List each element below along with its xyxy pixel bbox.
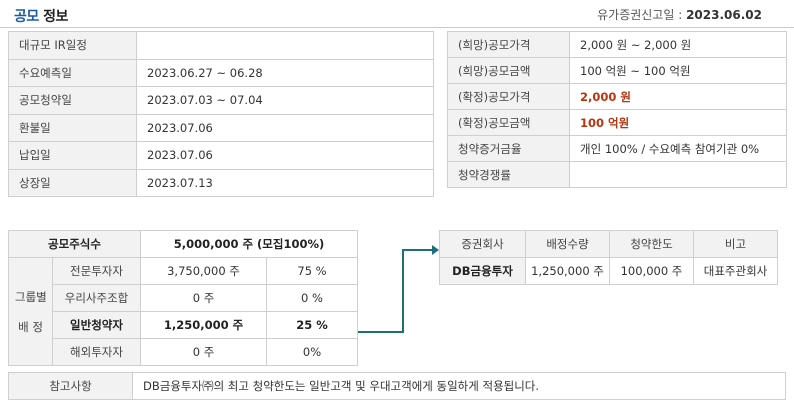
schedule-label: 납입일 bbox=[8, 141, 137, 170]
schedule-table: 대규모 IR일정 수요예측일 2023.06.27 ~ 06.28 공모청약일 … bbox=[8, 31, 434, 197]
table-row: 청약경쟁률 bbox=[447, 161, 787, 188]
connector-arrowhead bbox=[432, 245, 439, 255]
table-row: 환불일 2023.07.06 bbox=[8, 113, 434, 142]
table-row: 상장일 2023.07.13 bbox=[8, 168, 434, 197]
schedule-value: 2023.07.06 bbox=[136, 113, 434, 142]
total-shares-value: 5,000,000 주 (모집100%) bbox=[140, 230, 358, 258]
pricing-value: 2,000 원 ~ 2,000 원 bbox=[569, 31, 787, 58]
schedule-label: 환불일 bbox=[8, 113, 137, 142]
table-row: 그룹별 배 정 전문투자자 3,750,000 주 75 % bbox=[8, 257, 358, 366]
table-row: 수요예측일 2023.06.27 ~ 06.28 bbox=[8, 58, 434, 87]
total-shares-label: 공모주식수 bbox=[8, 230, 141, 258]
table-row: 청약증거금율 개인 100% / 수요예측 참여기관 0% bbox=[447, 135, 787, 162]
connector-line bbox=[358, 249, 432, 333]
group-allocation-label: 그룹별 배 정 bbox=[8, 257, 53, 366]
table-row: 공모주식수 5,000,000 주 (모집100%) bbox=[8, 230, 358, 258]
table-row: 공모청약일 2023.07.03 ~ 07.04 bbox=[8, 86, 434, 115]
confirmed-amount-value: 100 억원 bbox=[569, 109, 787, 136]
table-row: 대규모 IR일정 bbox=[8, 31, 434, 60]
group-allocation-line1: 그룹별 bbox=[15, 289, 47, 304]
column-header: 비고 bbox=[693, 230, 778, 258]
pricing-label: (희망)공모가격 bbox=[447, 31, 570, 58]
page-title-accent: 공모 bbox=[14, 9, 39, 25]
report-date-value: 2023.06.02 bbox=[686, 8, 762, 22]
schedule-label: 수요예측일 bbox=[8, 58, 137, 87]
schedule-label: 대규모 IR일정 bbox=[8, 31, 137, 60]
allocated-shares: 0 주 bbox=[140, 284, 267, 312]
allocation-percent: 0 % bbox=[266, 284, 358, 312]
pricing-table: (희망)공모가격 2,000 원 ~ 2,000 원 (희망)공모금액 100 … bbox=[447, 31, 787, 188]
investor-category: 해외투자자 bbox=[52, 338, 141, 366]
note-text: DB금융투자㈜의 최고 청약한도는 일반고객 및 우대고객에게 동일하게 적용됩… bbox=[132, 372, 786, 400]
schedule-value: 2023.07.06 bbox=[136, 141, 434, 170]
pricing-label: (확정)공모금액 bbox=[447, 109, 570, 136]
pricing-label: 청약증거금율 bbox=[447, 135, 570, 162]
pricing-label: (희망)공모금액 bbox=[447, 57, 570, 84]
allocation-percent: 0% bbox=[266, 338, 358, 366]
share-allocation-table: 공모주식수 5,000,000 주 (모집100%) 그룹별 배 정 전문투자자… bbox=[8, 230, 358, 366]
table-row: (확정)공모금액 100 억원 bbox=[447, 109, 787, 136]
page-title-rest: 정보 bbox=[43, 9, 68, 25]
underwriter-allocation: 1,250,000 주 bbox=[525, 257, 610, 285]
schedule-label: 공모청약일 bbox=[8, 86, 137, 115]
connector-arrow bbox=[358, 245, 439, 333]
investor-category: 전문투자자 bbox=[52, 257, 141, 285]
group-allocation-line2: 배 정 bbox=[18, 319, 43, 334]
investor-category: 우리사주조합 bbox=[52, 284, 141, 312]
allocated-shares: 3,750,000 주 bbox=[140, 257, 267, 285]
allocated-shares: 0 주 bbox=[140, 338, 267, 366]
table-row: (희망)공모가격 2,000 원 ~ 2,000 원 bbox=[447, 31, 787, 58]
schedule-label: 상장일 bbox=[8, 168, 137, 197]
investor-category: 일반청약자 bbox=[52, 311, 141, 339]
column-header: 청약한도 bbox=[609, 230, 694, 258]
table-row: DB금융투자 1,250,000 주 100,000 주 대표주관회사 bbox=[439, 257, 778, 285]
table-header-row: 증권회사 배정수량 청약한도 비고 bbox=[439, 230, 778, 258]
page-title: 공모 정보 bbox=[14, 6, 68, 26]
underwriter-company: DB금융투자 bbox=[439, 257, 526, 285]
pricing-value: 100 억원 ~ 100 억원 bbox=[569, 57, 787, 84]
table-row: 참고사항 DB금융투자㈜의 최고 청약한도는 일반고객 및 우대고객에게 동일하… bbox=[8, 372, 786, 400]
report-date: 유가증권신고일 : 2023.06.02 bbox=[597, 6, 762, 23]
report-date-label: 유가증권신고일 : bbox=[597, 8, 683, 22]
note-label: 참고사항 bbox=[8, 372, 133, 400]
table-row: 우리사주조합 0 주 0 % bbox=[9, 284, 358, 312]
underwriter-limit: 100,000 주 bbox=[609, 257, 694, 285]
pricing-label: (확정)공모가격 bbox=[447, 83, 570, 110]
schedule-value: 2023.07.13 bbox=[136, 168, 434, 197]
underwriter-note: 대표주관회사 bbox=[693, 257, 778, 285]
confirmed-price-value: 2,000 원 bbox=[569, 83, 787, 110]
schedule-value: 2023.07.03 ~ 07.04 bbox=[136, 86, 434, 115]
table-row: 일반청약자 1,250,000 주 25 % bbox=[9, 311, 358, 339]
underwriter-table: 증권회사 배정수량 청약한도 비고 DB금융투자 1,250,000 주 100… bbox=[439, 230, 778, 285]
schedule-value: 2023.06.27 ~ 06.28 bbox=[136, 58, 434, 87]
table-row: (희망)공모금액 100 억원 ~ 100 억원 bbox=[447, 57, 787, 84]
table-row: (확정)공모가격 2,000 원 bbox=[447, 83, 787, 110]
allocation-percent: 75 % bbox=[266, 257, 358, 285]
note-table: 참고사항 DB금융투자㈜의 최고 청약한도는 일반고객 및 우대고객에게 동일하… bbox=[8, 372, 786, 400]
allocation-percent: 25 % bbox=[266, 311, 358, 339]
table-row: 해외투자자 0 주 0% bbox=[9, 338, 358, 366]
pricing-value bbox=[569, 161, 787, 188]
section-header: 공모 정보 유가증권신고일 : 2023.06.02 bbox=[0, 0, 794, 28]
schedule-value bbox=[136, 31, 434, 60]
allocated-shares: 1,250,000 주 bbox=[140, 311, 267, 339]
column-header: 증권회사 bbox=[439, 230, 526, 258]
column-header: 배정수량 bbox=[525, 230, 610, 258]
pricing-label: 청약경쟁률 bbox=[447, 161, 570, 188]
table-row: 납입일 2023.07.06 bbox=[8, 141, 434, 170]
pricing-value: 개인 100% / 수요예측 참여기관 0% bbox=[569, 135, 787, 162]
